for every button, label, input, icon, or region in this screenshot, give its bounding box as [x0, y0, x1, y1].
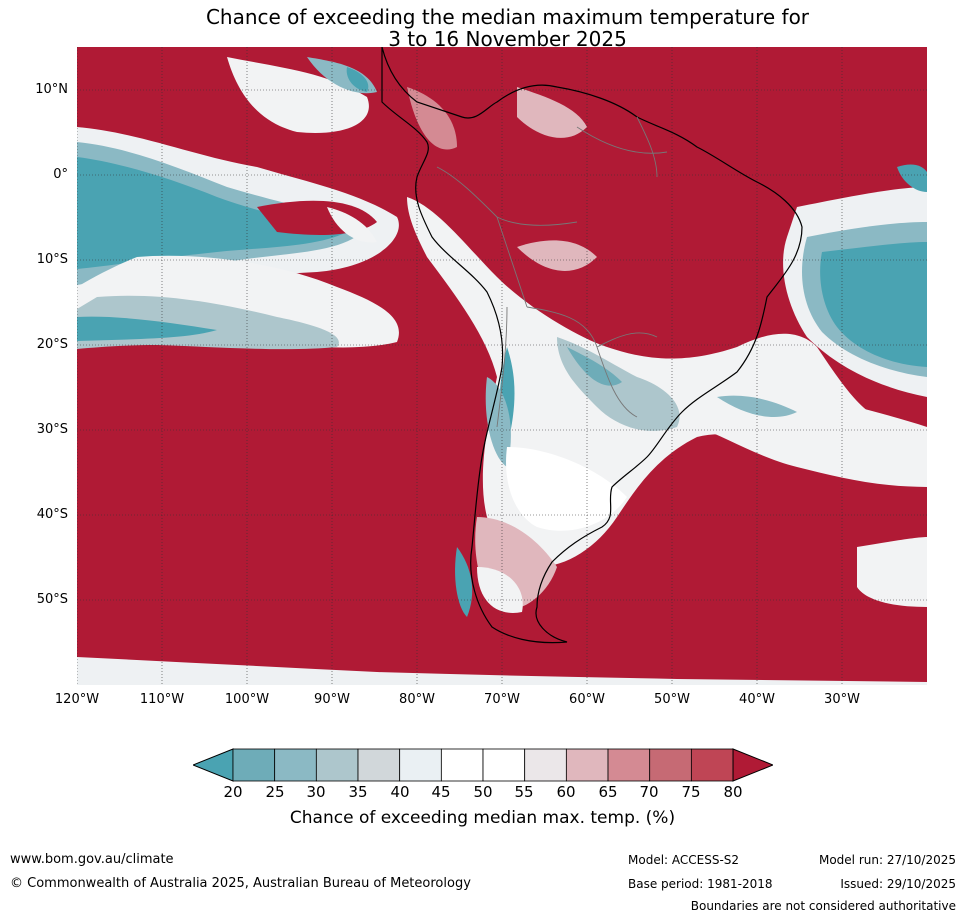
colorbar-label-25: 25 [265, 783, 285, 801]
colorbar-label-50: 50 [473, 783, 493, 801]
footer-disclaimer: Boundaries are not considered authoritat… [690, 899, 956, 913]
colorbar-label-45: 45 [431, 783, 451, 801]
colorbar-cell [649, 748, 692, 782]
colorbar-label-20: 20 [223, 783, 243, 801]
lon-tick-50w: 50°W [654, 692, 690, 707]
lat-tick-0: 0° [53, 167, 68, 182]
footer-website[interactable]: www.bom.gov.au/climate [10, 852, 174, 867]
colorbar-label-40: 40 [390, 783, 410, 801]
lon-tick-40w: 40°W [739, 692, 775, 707]
lat-tick-10n: 10°N [35, 82, 68, 97]
colorbar-cell [607, 748, 651, 782]
country-borders [436, 116, 668, 428]
lat-tick-10s: 10°S [36, 252, 68, 267]
coastline [381, 46, 803, 644]
colorbar-cell [565, 748, 609, 782]
colorbar-cell [232, 748, 276, 782]
colorbar-extend-low [193, 748, 234, 782]
colorbar-cell [399, 748, 442, 782]
colorbar-cell [274, 748, 317, 782]
colorbar-label-60: 60 [556, 783, 576, 801]
map-title-line2: 3 to 16 November 2025 [388, 27, 627, 51]
lat-tick-20s: 20°S [36, 337, 68, 352]
colorbar-cell [482, 748, 526, 782]
lon-tick-120w: 120°W [54, 692, 100, 707]
lon-tick-100w: 100°W [224, 692, 270, 707]
colorbar-cell [315, 748, 359, 782]
lon-tick-110w: 110°W [139, 692, 185, 707]
colorbar-label-55: 55 [514, 783, 534, 801]
lon-tick-80w: 80°W [399, 692, 435, 707]
colorbar-cell [524, 748, 567, 782]
colorbar-cell [690, 748, 734, 782]
colorbar-cell [357, 748, 401, 782]
lon-tick-70w: 70°W [484, 692, 520, 707]
lat-tick-50s: 50°S [36, 592, 68, 607]
colorbar-cell [440, 748, 484, 782]
map-title-line1: Chance of exceeding the median maximum t… [205, 5, 810, 29]
colorbar-label-65: 65 [598, 783, 618, 801]
footer-model-run: Model run: 27/10/2025 [818, 853, 956, 867]
footer-issued: Issued: 29/10/2025 [840, 877, 956, 891]
footer-copyright: © Commonwealth of Australia 2025, Austra… [10, 876, 471, 891]
colorbar-label-75: 75 [681, 783, 701, 801]
lon-tick-60w: 60°W [569, 692, 605, 707]
colorbar-label-80: 80 [723, 783, 743, 801]
colorbar-label-30: 30 [306, 783, 326, 801]
colorbar-title: Chance of exceeding median max. temp. (%… [289, 808, 676, 828]
lon-tick-90w: 90°W [314, 692, 350, 707]
colorbar-label-35: 35 [348, 783, 368, 801]
forecast-map [76, 46, 927, 685]
footer-base-period: Base period: 1981-2018 [628, 877, 773, 891]
graticule [76, 47, 927, 685]
footer-model: Model: ACCESS-S2 [628, 853, 740, 867]
lat-tick-40s: 40°S [36, 507, 68, 522]
probability-field [77, 57, 927, 685]
lon-tick-30w: 30°W [824, 692, 860, 707]
colorbar-label-70: 70 [639, 783, 659, 801]
lat-tick-30s: 30°S [36, 422, 68, 437]
colorbar-extend-high [732, 748, 773, 782]
colorbar [193, 748, 773, 782]
map-panel [76, 46, 927, 685]
